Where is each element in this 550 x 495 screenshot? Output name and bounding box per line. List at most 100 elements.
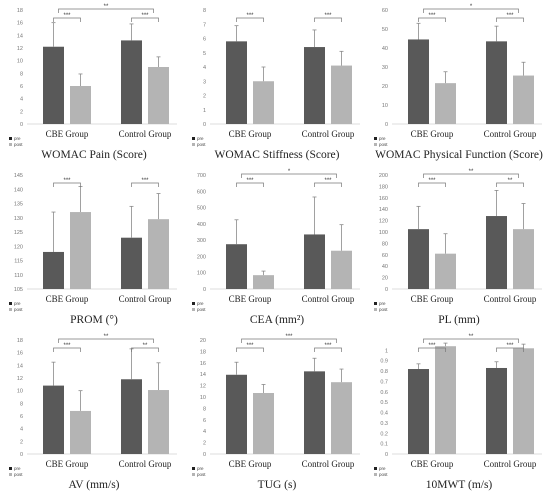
y-tick-label: 4 — [20, 97, 23, 103]
legend-swatch-pre — [192, 467, 195, 470]
y-tick-label: 0 — [203, 452, 206, 458]
significance-bracket — [58, 8, 154, 13]
significance-label: *** — [141, 178, 149, 184]
y-tick-label: 0 — [20, 122, 23, 128]
y-tick-label: 4 — [203, 429, 206, 435]
significance-label: ** — [104, 4, 109, 10]
significance-label: * — [288, 169, 291, 175]
y-tick-label: 10 — [17, 59, 23, 65]
y-tick-label: 8 — [20, 401, 23, 407]
significance-bracket — [314, 17, 342, 22]
chart-title: AV (mm/s) — [68, 479, 120, 491]
bar-pre — [304, 371, 325, 454]
significance-bracket — [241, 338, 337, 343]
y-tick-label: 5 — [203, 51, 206, 57]
y-tick-label: 40 — [382, 264, 388, 270]
y-tick-label: 105 — [14, 287, 23, 293]
significance-label: *** — [506, 343, 514, 349]
bar-pre — [226, 41, 247, 124]
x-category-label: CBE Group — [229, 459, 272, 469]
chart-svg: 0 0.1 0.2 0.3 0.4 0.5 0.6 0.7 0.8 0.9 1 CBE Group Co… — [374, 334, 542, 477]
y-tick-label: 120 — [14, 244, 23, 250]
significance-label: *** — [428, 13, 436, 19]
significance-label: *** — [506, 13, 514, 19]
bar-post — [513, 348, 534, 454]
legend-label-post: post — [379, 472, 388, 477]
legend-label-post: post — [14, 307, 23, 312]
bar-post — [435, 253, 456, 289]
significance-label: *** — [428, 343, 436, 349]
bar-post — [70, 86, 91, 124]
significance-label: ** — [469, 334, 474, 340]
chart-title: PROM (°) — [70, 314, 118, 326]
bar-post — [148, 390, 169, 454]
x-category-label: Control Group — [119, 459, 172, 469]
y-tick-label: 700 — [197, 173, 206, 179]
y-tick-label: 180 — [379, 184, 388, 190]
significance-bracket — [423, 8, 519, 13]
y-tick-label: 125 — [14, 230, 23, 236]
chart-svg: 0 100 200 300 400 500 600 700 CBE Group Control G… — [192, 169, 360, 312]
y-tick-label: 14 — [17, 33, 23, 39]
y-tick-label: 1 — [203, 108, 206, 114]
bar-pre — [408, 229, 429, 289]
y-tick-label: 18 — [17, 8, 23, 14]
bar-pre — [486, 41, 507, 124]
legend-swatch-pre — [9, 302, 12, 305]
legend-swatch-pre — [192, 137, 195, 140]
legend-label-pre: pre — [197, 136, 204, 141]
x-category-label: CBE Group — [411, 294, 454, 304]
legend-label-post: post — [197, 307, 206, 312]
y-tick-label: 10 — [17, 389, 23, 395]
bar-post — [331, 382, 352, 454]
x-category-label: Control Group — [484, 129, 537, 139]
legend-label-pre: pre — [379, 466, 386, 471]
bar-pre — [226, 244, 247, 289]
y-tick-label: 8 — [203, 406, 206, 412]
y-tick-label: 6 — [203, 37, 206, 43]
significance-label: ** — [143, 343, 148, 349]
chart-panel: 0 2 4 6 8 10 12 14 16 18 CBE Group Control Group ***… — [5, 2, 183, 165]
y-tick-label: 120 — [379, 219, 388, 225]
chart-title: CEA (mm²) — [249, 314, 305, 326]
significance-label: *** — [63, 13, 71, 19]
significance-label: *** — [246, 343, 254, 349]
y-tick-label: 130 — [14, 216, 23, 222]
significance-bracket — [496, 182, 524, 187]
bar-post — [70, 212, 91, 289]
bar-pre — [408, 369, 429, 454]
legend-label-pre: pre — [379, 136, 386, 141]
significance-bracket — [496, 17, 524, 22]
y-tick-label: 2 — [203, 94, 206, 100]
legend-label-pre: pre — [197, 301, 204, 306]
y-tick-label: 2 — [203, 441, 206, 447]
chart-svg: 0 2 4 6 8 10 12 14 16 18 20 CBE Group Control Group *… — [192, 334, 360, 477]
y-tick-label: 6 — [20, 84, 23, 90]
legend-label-post: post — [14, 142, 23, 147]
bar-pre — [226, 374, 247, 454]
bar-pre — [486, 367, 507, 454]
legend-swatch-post — [9, 143, 12, 146]
significance-bracket — [236, 182, 264, 187]
y-tick-label: 6 — [203, 418, 206, 424]
y-tick-label: 14 — [200, 372, 206, 378]
legend-label-pre: pre — [379, 301, 386, 306]
legend-swatch-pre — [192, 302, 195, 305]
y-tick-label: 4 — [203, 65, 206, 71]
y-tick-label: 8 — [203, 8, 206, 14]
chart-panel: 0 2 4 6 8 10 12 14 16 18 CBE Group Control Group ***… — [5, 332, 183, 495]
significance-bracket — [131, 347, 159, 352]
y-tick-label: 0 — [203, 287, 206, 293]
y-tick-label: 20 — [382, 276, 388, 282]
significance-label: ** — [104, 334, 109, 340]
chart-svg: 0 1 2 3 4 5 6 7 8 CBE Group Control Group *** *** pre… — [192, 8, 360, 147]
chart-title: PL (mm) — [438, 314, 480, 326]
y-tick-label: 160 — [379, 196, 388, 202]
legend-swatch-pre — [374, 302, 377, 305]
chart-svg: 0 20 40 60 80 100 120 140 160 180 200 CBE Group Cont… — [374, 169, 542, 312]
bar-post — [70, 410, 91, 454]
y-tick-label: 12 — [17, 46, 23, 52]
legend-label-post: post — [197, 142, 206, 147]
significance-label: *** — [63, 178, 71, 184]
legend-label-pre: pre — [14, 466, 21, 471]
